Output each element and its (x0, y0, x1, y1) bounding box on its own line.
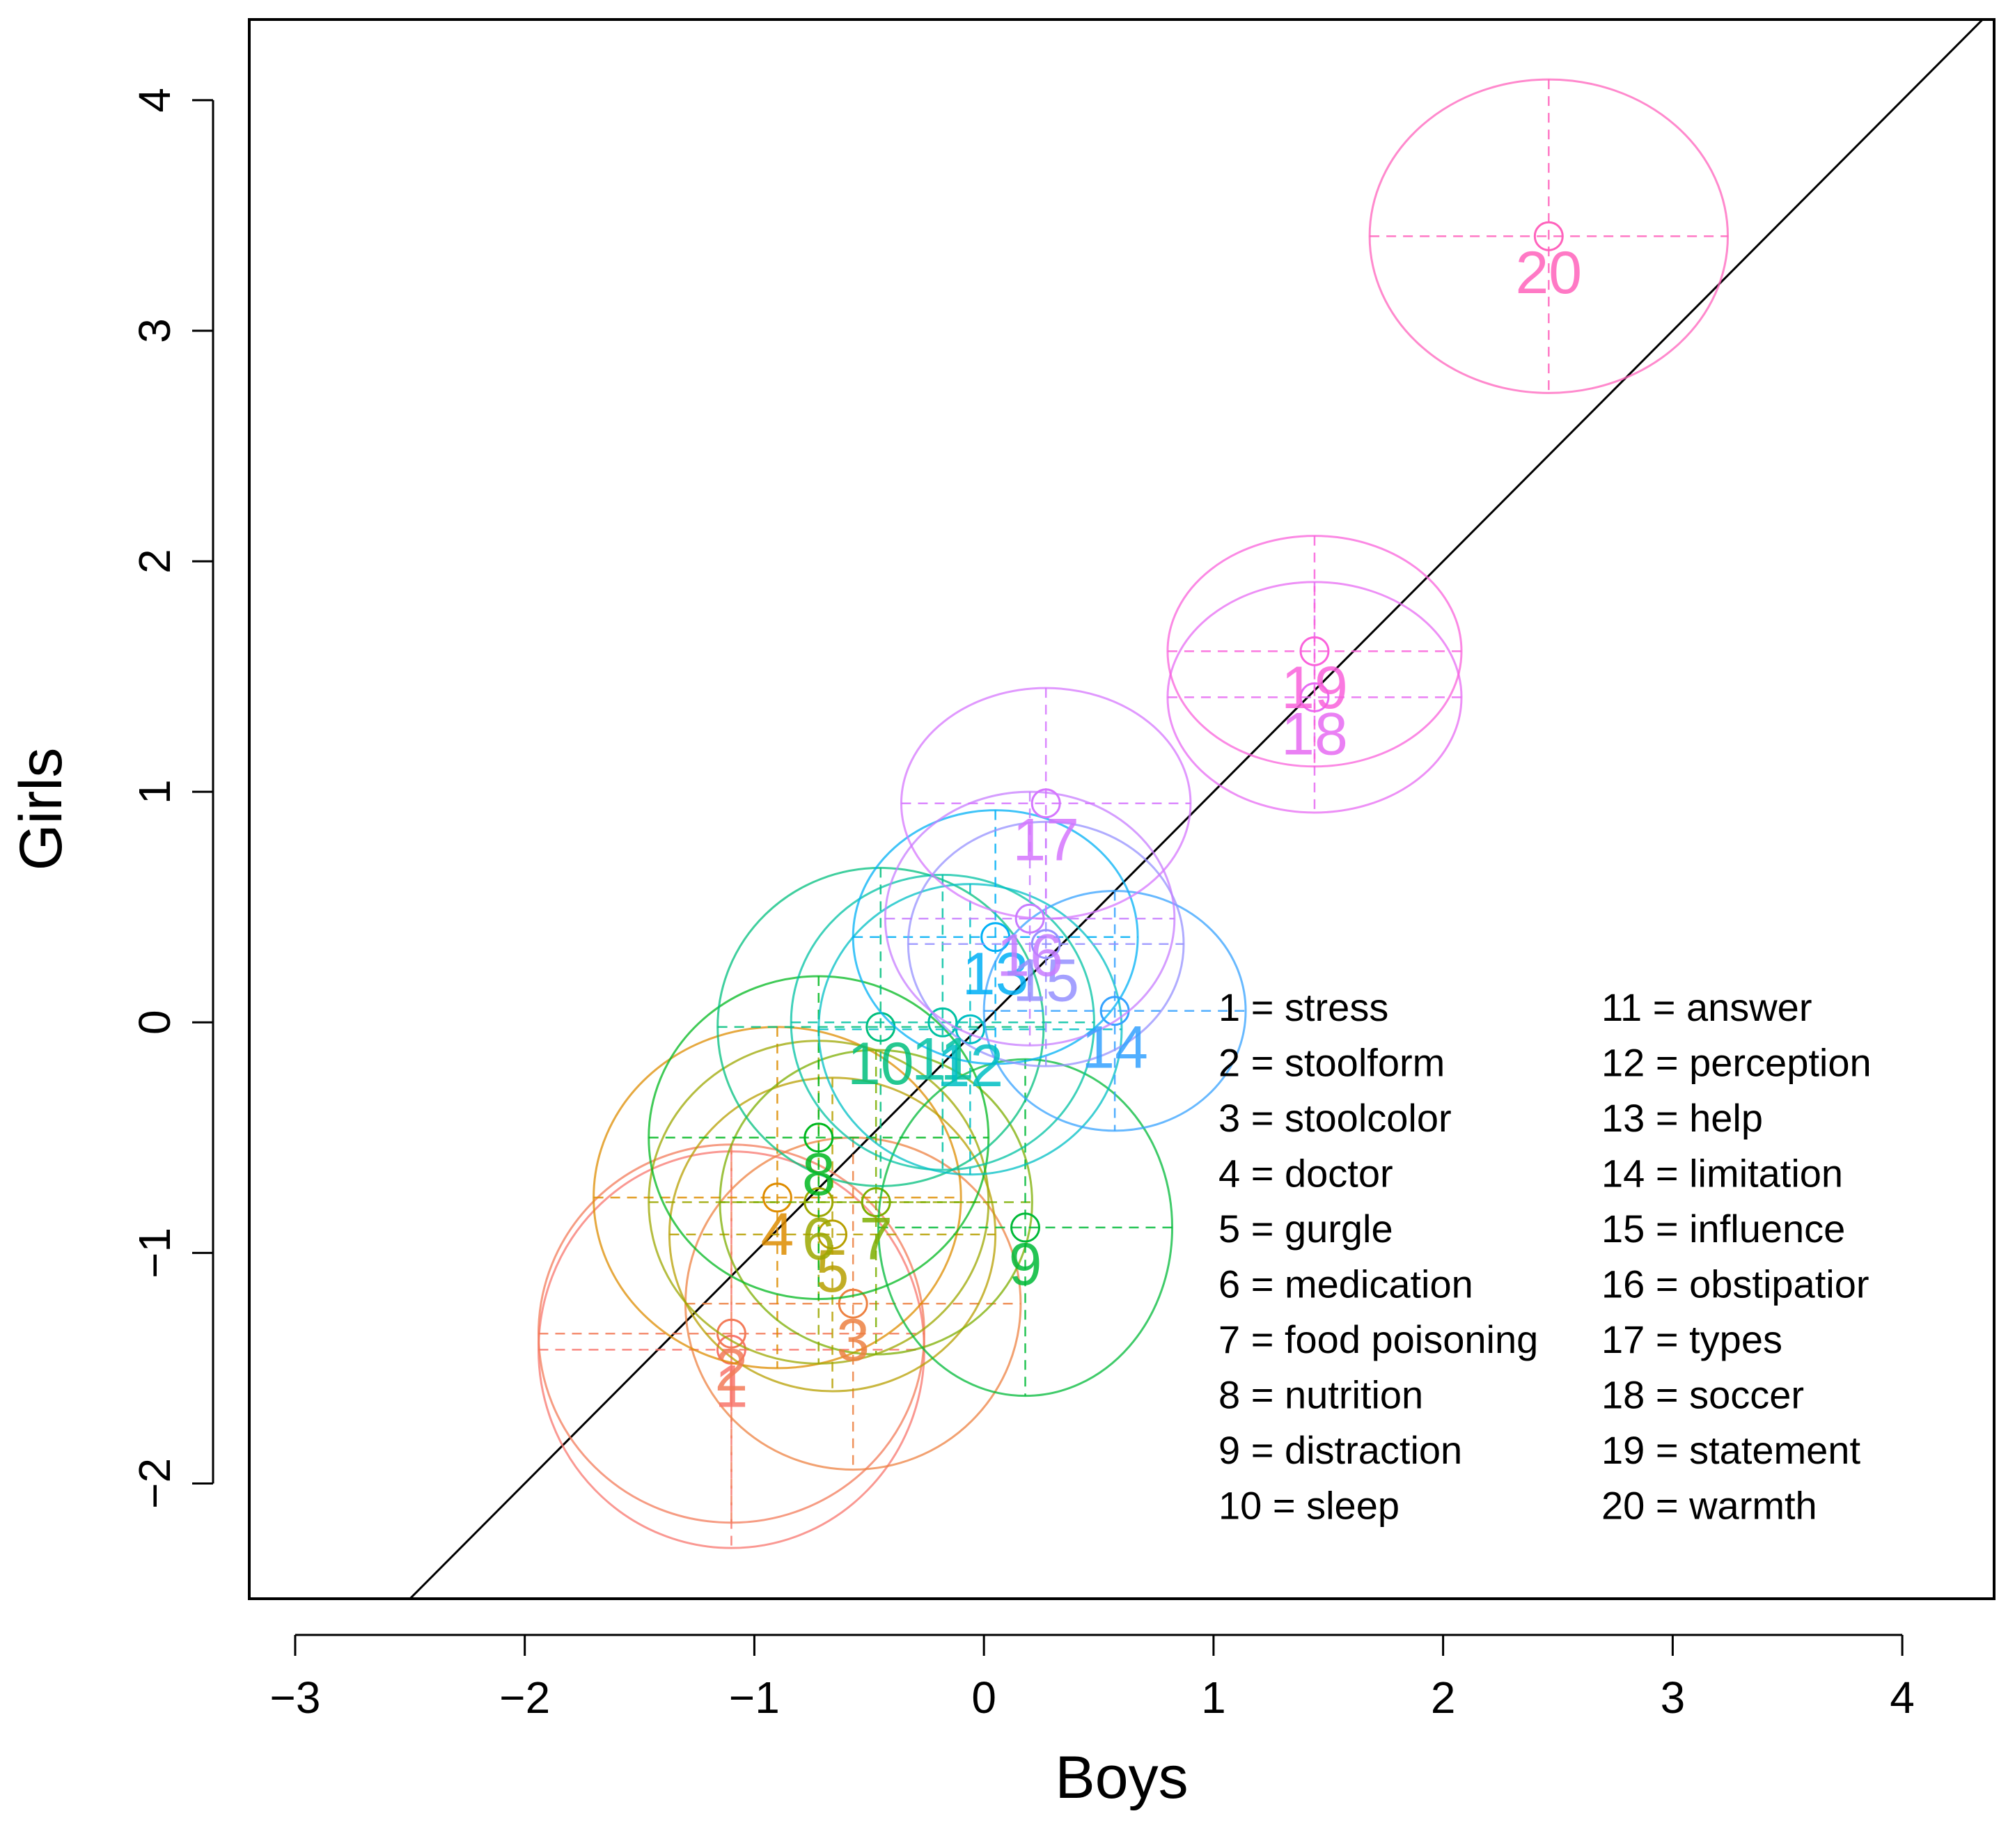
point-label-11: 11 (911, 1026, 973, 1093)
legend-entry-8: 8 = nutrition (1218, 1373, 1423, 1417)
point-label-12: 12 (937, 1033, 1004, 1099)
point-item-9 (1010, 1212, 1041, 1243)
point-label-3: 3 (836, 1307, 870, 1374)
point-item-3 (838, 1288, 868, 1319)
y-tick-label: −2 (130, 1458, 180, 1509)
legend-entry-16: 16 = obstipatior (1601, 1262, 1869, 1306)
y-axis-title: Girls (8, 748, 75, 871)
point-label-13: 13 (962, 941, 1029, 1008)
point-label-20: 20 (1515, 240, 1582, 306)
x-tick-label: 4 (1890, 1673, 1915, 1723)
legend-entry-10: 10 = sleep (1218, 1484, 1399, 1528)
point-label-2: 2 (715, 1337, 748, 1404)
plot-frame (248, 18, 1996, 1600)
point-label-16: 16 (996, 922, 1063, 989)
point-item-17 (1030, 788, 1061, 819)
legend-entry-14: 14 = limitation (1601, 1152, 1843, 1196)
point-label-6: 6 (802, 1206, 836, 1273)
legend-entry-20: 20 = warmth (1601, 1484, 1817, 1528)
x-tick-label: 1 (1201, 1673, 1226, 1723)
point-label-18: 18 (1281, 700, 1348, 767)
point-label-9: 9 (1009, 1231, 1042, 1298)
point-item-7 (861, 1187, 891, 1218)
point-item-15 (1030, 929, 1061, 960)
y-tick-label: 0 (130, 1010, 180, 1035)
legend-entry-13: 13 = help (1601, 1096, 1763, 1140)
y-tick-label: 4 (130, 88, 180, 113)
legend-entry-9: 9 = distraction (1218, 1428, 1462, 1472)
legend-entry-5: 5 = gurgle (1218, 1207, 1393, 1251)
legend-entry-6: 6 = medication (1218, 1262, 1473, 1306)
x-tick-label: 3 (1661, 1673, 1686, 1723)
point-item-11 (927, 1007, 958, 1037)
x-tick-label: −3 (269, 1673, 320, 1723)
legend-entry-11: 11 = answer (1601, 985, 1812, 1029)
point-item-20 (1533, 221, 1564, 251)
x-tick-label: −1 (729, 1673, 780, 1723)
legend-entry-7: 7 = food poisoning (1218, 1317, 1538, 1361)
legend-entry-12: 12 = perception (1601, 1041, 1872, 1085)
point-item-4 (762, 1182, 792, 1213)
point-label-8: 8 (802, 1141, 836, 1208)
point-label-4: 4 (760, 1201, 794, 1268)
point-item-13 (980, 922, 1011, 953)
point-label-14: 14 (1081, 1015, 1148, 1081)
point-item-2 (716, 1318, 746, 1349)
point-label-10: 10 (847, 1031, 914, 1097)
x-tick-label: 0 (971, 1673, 996, 1723)
legend-entry-3: 3 = stoolcolor (1218, 1096, 1452, 1140)
legend-entry-15: 15 = influence (1601, 1207, 1845, 1251)
point-item-12 (955, 1014, 985, 1044)
legend-entry-2: 2 = stoolform (1218, 1041, 1445, 1085)
legend-entry-1: 1 = stress (1218, 985, 1388, 1029)
point-label-19: 19 (1281, 655, 1348, 721)
legend-entry-4: 4 = doctor (1218, 1152, 1393, 1196)
point-label-17: 17 (1012, 807, 1079, 874)
point-item-8 (803, 1122, 834, 1153)
point-item-19 (1299, 636, 1330, 666)
y-tick-label: 3 (130, 318, 180, 343)
x-axis-title: Boys (1055, 1744, 1188, 1811)
legend-entry-18: 18 = soccer (1601, 1373, 1804, 1417)
reference-line (408, 19, 1984, 1599)
legend-entry-19: 19 = statement (1601, 1428, 1860, 1472)
point-label-5: 5 (816, 1238, 849, 1305)
point-label-15: 15 (1012, 948, 1079, 1015)
y-tick-label: 1 (130, 779, 180, 804)
point-label-1: 1 (715, 1353, 748, 1420)
point-label-7: 7 (859, 1206, 893, 1273)
x-tick-label: 2 (1431, 1673, 1456, 1723)
legend-entry-17: 17 = types (1601, 1317, 1782, 1361)
y-tick-label: 2 (130, 549, 180, 574)
y-tick-label: −1 (130, 1228, 180, 1278)
x-tick-label: −2 (499, 1673, 550, 1723)
